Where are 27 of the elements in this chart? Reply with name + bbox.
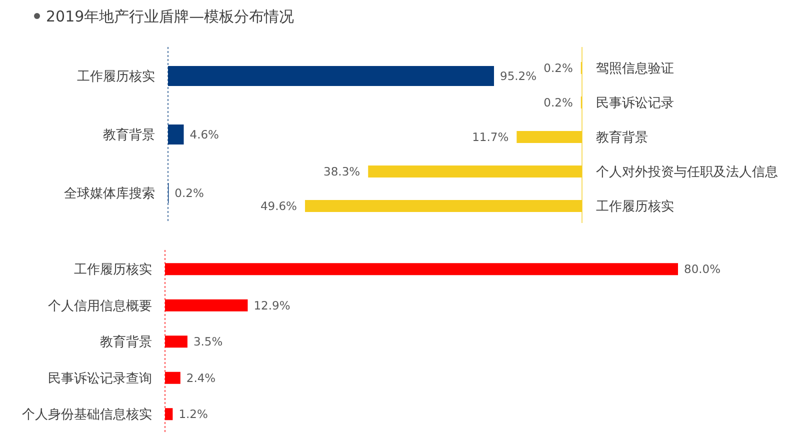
y-tick-label: 个人信用信息概要	[48, 298, 152, 314]
chart-title: 2019年地产行业盾牌—模板分布情况	[46, 7, 294, 26]
data-label: 0.2%	[544, 61, 573, 76]
data-label: 1.2%	[178, 407, 208, 422]
y-tick-label: 工作履历核实	[77, 70, 155, 85]
data-label: 2.4%	[186, 370, 216, 385]
y-tick-label: 民事诉讼记录查询	[48, 371, 152, 386]
y-tick-label: 个人身份基础信息核实	[22, 408, 152, 423]
data-label: 4.6%	[190, 128, 220, 142]
data-label: 3.5%	[193, 334, 223, 349]
y-tick-label: 民事诉讼记录	[596, 96, 674, 112]
y-tick-label: 教育背景	[596, 130, 648, 146]
data-label: 38.3%	[324, 164, 360, 179]
y-tick-label: 工作履历核实	[596, 200, 674, 215]
y-tick-label: 全球媒体库搜索	[64, 186, 155, 202]
data-label: 95.2%	[500, 69, 537, 84]
data-label: 0.2%	[544, 96, 573, 110]
y-tick-label: 教育背景	[100, 334, 152, 350]
data-label: 11.7%	[472, 130, 509, 144]
data-label: 0.2%	[174, 186, 204, 200]
data-label: 80.0%	[684, 262, 721, 276]
y-tick-label: 个人对外投资与任职及法人信息	[596, 165, 778, 180]
data-label: 12.9%	[254, 298, 290, 312]
y-tick-label: 工作履历核实	[74, 262, 152, 278]
y-tick-label: 驾照信息验证	[596, 62, 674, 77]
y-tick-label: 教育背景	[103, 127, 155, 144]
data-label: 49.6%	[260, 199, 298, 214]
